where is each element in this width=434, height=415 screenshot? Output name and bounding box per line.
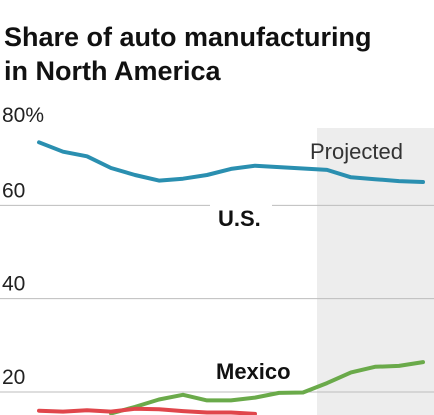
y-tick-label-20: 20: [2, 366, 25, 389]
us-label-backdrop: [210, 201, 272, 210]
y-tick-label-40: 40: [2, 273, 25, 296]
series-line-us: [37, 140, 425, 184]
series-label-mexico: Mexico: [216, 359, 291, 384]
chart-title-line-1: Share of auto manufacturing: [4, 22, 372, 52]
y-tick-label-60: 60: [2, 179, 25, 202]
series-lines: [37, 140, 425, 415]
projected-label: Projected: [310, 139, 403, 164]
gridlines: [0, 201, 434, 393]
y-tick-label-80: 80%: [2, 104, 44, 127]
series-line-series-2: [37, 406, 257, 415]
y-axis-ticks: 80% 60 40 20: [2, 104, 44, 389]
chart-title-line-2: in North America: [4, 56, 222, 86]
series-line-mexico: [109, 360, 425, 415]
series-label-us: U.S.: [218, 206, 261, 231]
